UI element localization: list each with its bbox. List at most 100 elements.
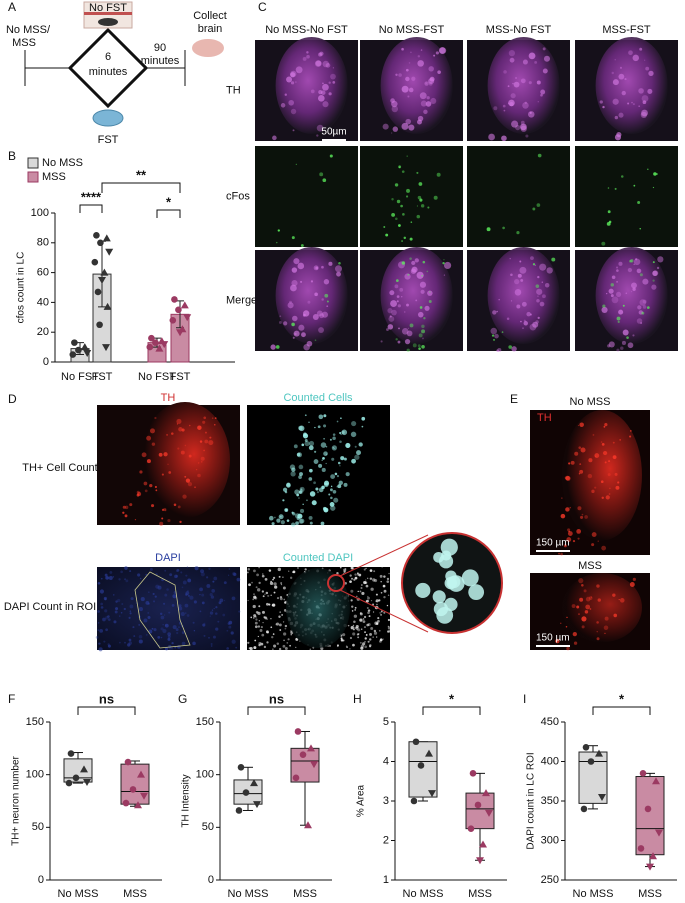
image-texture	[269, 581, 274, 586]
image-texture	[636, 318, 643, 324]
panel-label: C	[258, 0, 267, 14]
x-tick-label: MSS	[638, 888, 662, 900]
image-texture	[438, 47, 446, 54]
image-texture	[146, 435, 152, 441]
image-texture	[365, 579, 367, 581]
image-texture	[350, 431, 357, 438]
image-texture	[273, 582, 277, 586]
image-texture	[612, 98, 619, 105]
image-texture	[646, 306, 650, 309]
image-texture	[278, 575, 281, 578]
image-texture	[508, 345, 513, 349]
image-texture	[314, 450, 317, 453]
diagram-label: 90	[154, 42, 166, 54]
image-texture	[407, 273, 410, 276]
image-texture	[386, 577, 390, 581]
image-texture	[416, 214, 421, 219]
image-texture	[486, 227, 491, 232]
significance-label: ns	[99, 691, 114, 706]
image-texture	[639, 273, 643, 277]
x-tick-label: FST	[92, 371, 113, 383]
image-texture	[372, 611, 375, 613]
image-texture	[367, 623, 371, 627]
image-texture	[295, 646, 297, 649]
image-texture	[406, 155, 408, 157]
image-texture	[366, 623, 369, 627]
image-texture	[420, 49, 423, 51]
image-texture	[294, 513, 301, 519]
image-texture	[157, 585, 162, 590]
image-texture	[616, 348, 620, 352]
image-texture	[340, 639, 344, 642]
image-texture	[177, 505, 181, 509]
image-texture	[213, 607, 215, 610]
image-texture	[174, 574, 178, 579]
image-texture	[365, 584, 369, 588]
image-texture	[416, 271, 424, 279]
image-texture	[443, 274, 446, 276]
image-texture	[375, 599, 379, 603]
data-point	[428, 790, 436, 798]
image-texture	[405, 76, 410, 82]
data-point	[469, 770, 477, 777]
image-texture	[389, 315, 392, 318]
data-point	[242, 789, 250, 796]
data-point	[637, 845, 645, 852]
image-texture	[417, 311, 424, 318]
image-texture	[631, 282, 637, 289]
image-texture	[181, 586, 184, 589]
image-texture	[164, 509, 167, 512]
image-texture	[363, 568, 366, 571]
image-texture	[108, 618, 111, 621]
image-texture	[113, 594, 115, 596]
image-texture	[611, 296, 619, 304]
image-texture	[600, 441, 603, 443]
image-texture	[119, 615, 121, 617]
image-title: No MSS	[570, 396, 611, 408]
image-texture	[210, 595, 215, 599]
image-texture	[320, 521, 325, 526]
image-texture	[322, 101, 329, 108]
data-point	[160, 341, 169, 349]
image-texture	[319, 51, 324, 56]
image-texture	[637, 201, 641, 204]
data-point	[80, 765, 88, 773]
image-texture	[534, 264, 537, 267]
image-texture	[620, 175, 624, 178]
image-texture	[488, 133, 495, 141]
image-texture	[252, 598, 255, 601]
image-texture	[536, 203, 541, 207]
image-texture	[259, 628, 263, 632]
image-texture	[394, 183, 399, 187]
image-texture	[334, 472, 338, 476]
image-texture	[542, 47, 546, 51]
image-texture	[380, 591, 383, 594]
scale-bar-label: 150 µm	[536, 538, 570, 549]
image-texture	[271, 604, 274, 607]
image-texture	[276, 642, 280, 645]
image-texture	[172, 594, 177, 599]
y-tick-label: 400	[541, 755, 559, 767]
image-texture	[418, 333, 423, 338]
image-texture	[325, 63, 331, 68]
image-texture	[588, 596, 593, 600]
image-texture	[360, 584, 363, 586]
image-texture	[188, 424, 191, 427]
image-texture	[167, 637, 171, 641]
image-texture	[291, 467, 296, 472]
image-texture	[383, 226, 386, 228]
micrograph	[575, 146, 678, 247]
image-texture	[321, 485, 325, 490]
image-texture	[329, 502, 335, 507]
image-texture	[363, 615, 367, 619]
image-texture	[157, 635, 161, 639]
image-texture	[648, 70, 654, 77]
data-point	[582, 743, 590, 751]
data-point	[417, 762, 425, 769]
image-texture	[426, 270, 429, 273]
image-texture	[368, 638, 372, 641]
image-texture	[362, 620, 366, 623]
image-texture	[387, 618, 391, 622]
image-texture	[537, 295, 539, 298]
